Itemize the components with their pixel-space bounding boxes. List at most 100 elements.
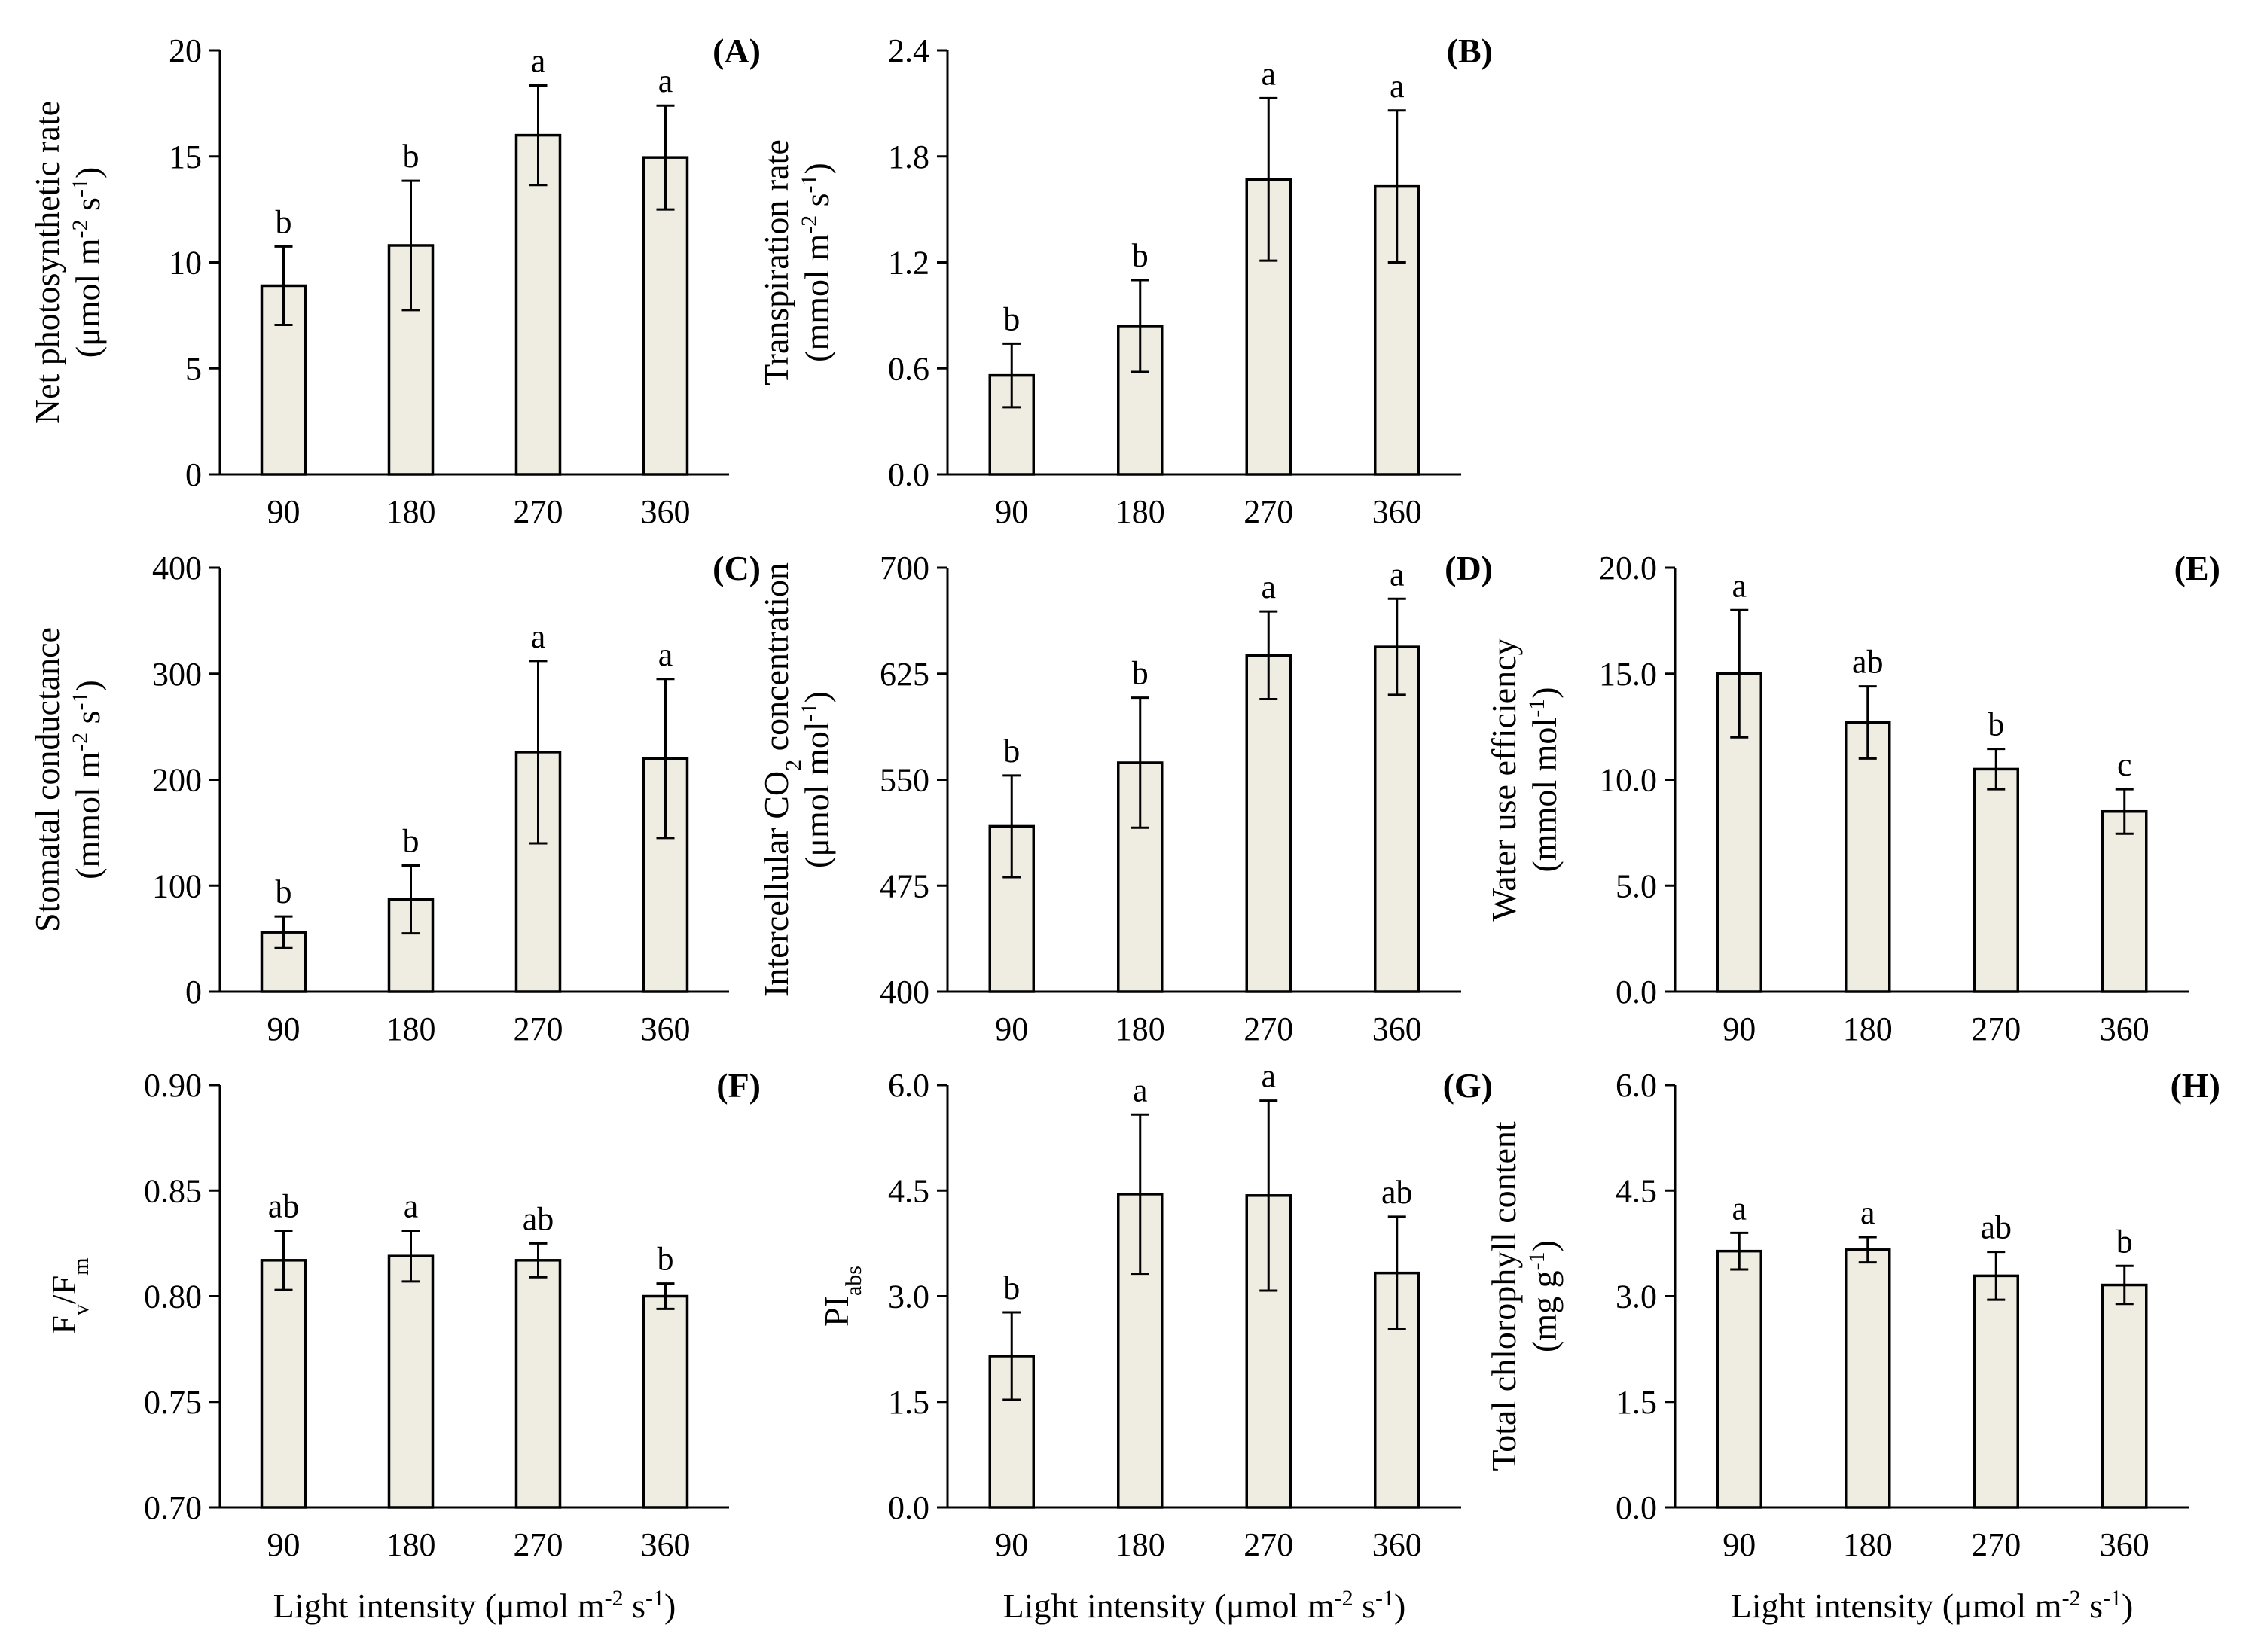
panel-label: (H) — [2171, 1066, 2220, 1105]
significance-letter: a — [1261, 1058, 1276, 1095]
x-tick-label: 270 — [514, 1010, 563, 1047]
x-tick-label: 270 — [1971, 1526, 2021, 1563]
significance-letter: b — [1003, 733, 1020, 770]
x-tick-label: 360 — [1372, 493, 1422, 530]
y-tick-label: 0.70 — [144, 1489, 202, 1526]
y-tick-label: 0.0 — [1616, 1489, 1657, 1526]
bar — [1374, 645, 1420, 993]
bar — [1973, 767, 2019, 993]
y-tick-label: 300 — [152, 656, 202, 693]
y-tick-label: 0 — [185, 456, 202, 493]
y-axis-label: (mg g-1) — [1524, 1240, 1564, 1352]
y-tick-label: 0.0 — [888, 456, 929, 493]
y-tick-label: 1.2 — [888, 245, 929, 282]
bar — [1845, 721, 1891, 993]
y-tick-label: 550 — [880, 762, 929, 799]
x-tick-label: 360 — [1372, 1010, 1422, 1047]
significance-letter: ab — [1381, 1174, 1413, 1211]
significance-letter: b — [658, 1241, 674, 1278]
y-axis-label: (mmol m-2 s-1) — [68, 680, 108, 879]
y-axis-label: Transpiration rate — [757, 139, 795, 386]
significance-letter: a — [1390, 68, 1405, 105]
significance-letter: b — [403, 823, 420, 860]
x-tick-label: 90 — [267, 493, 301, 530]
y-tick-label: 1.8 — [888, 139, 929, 175]
x-tick-label: 90 — [995, 493, 1028, 530]
panel-h: 0.0 1.5 3.0 4.5 6.0 a 90 a 180 ab 270 b 360 (H) Total … — [1484, 1066, 2220, 1625]
significance-letter: a — [1133, 1071, 1148, 1108]
x-tick-label: 180 — [386, 1010, 436, 1047]
significance-letter: a — [1261, 568, 1276, 605]
y-tick-label: 3.0 — [1616, 1279, 1657, 1315]
significance-letter: b — [1132, 237, 1149, 274]
x-tick-label: 90 — [1722, 1526, 1756, 1563]
x-tick-label: 360 — [2100, 1526, 2150, 1563]
x-tick-label: 180 — [1115, 1526, 1165, 1563]
y-axis-label: Total chlorophyll content — [1484, 1121, 1523, 1471]
y-tick-label: 475 — [880, 867, 929, 904]
x-tick-label: 270 — [1971, 1010, 2021, 1047]
significance-letter: a — [658, 62, 673, 99]
significance-letter: c — [2117, 746, 2132, 783]
x-tick-label: 360 — [641, 1526, 691, 1563]
y-tick-label: 10 — [169, 245, 202, 282]
y-axis-label: (μmol mol-1) — [797, 691, 837, 868]
panel-a: 0 5 10 15 20 b 90 b 180 a 270 a 360 (A) Net photosynth… — [28, 32, 761, 530]
x-tick-label: 270 — [1243, 1010, 1293, 1047]
significance-letter: b — [276, 873, 292, 910]
y-tick-label: 200 — [152, 762, 202, 799]
y-tick-label: 0.90 — [144, 1067, 202, 1104]
significance-letter: b — [2116, 1223, 2133, 1260]
y-tick-label: 6.0 — [1616, 1067, 1657, 1104]
y-tick-label: 400 — [880, 974, 929, 1010]
panel-b: 0.0 0.6 1.2 1.8 2.4 b 90 b 180 a 270 a 360 (B) Transpi… — [757, 32, 1493, 530]
y-tick-label: 700 — [880, 550, 929, 587]
x-tick-label: 180 — [386, 493, 436, 530]
x-tick-label: 270 — [1243, 1526, 1293, 1563]
y-tick-label: 0.6 — [888, 350, 929, 387]
y-tick-label: 0 — [185, 974, 202, 1010]
significance-letter: b — [1003, 300, 1020, 337]
significance-letter: a — [1860, 1194, 1875, 1231]
y-tick-label: 20.0 — [1599, 550, 1657, 587]
x-tick-label: 180 — [1115, 1010, 1165, 1047]
panel-label: (E) — [2174, 549, 2220, 587]
panel-d: 400 475 550 625 700 b 90 b 180 a 270 a 360 (D) Interce… — [757, 549, 1493, 1047]
significance-letter: ab — [1852, 644, 1884, 681]
panel-label: (A) — [712, 32, 761, 70]
x-tick-label: 180 — [386, 1526, 436, 1563]
y-tick-label: 625 — [880, 656, 929, 693]
panel-e: 0.0 5.0 10.0 15.0 20.0 a 90 ab 180 b 270 c 360 (E) Wat… — [1484, 549, 2220, 1047]
y-tick-label: 100 — [152, 867, 202, 904]
y-tick-label: 15 — [169, 139, 202, 175]
y-tick-label: 400 — [152, 550, 202, 587]
bar — [1716, 1249, 1762, 1509]
panel-label: (D) — [1445, 549, 1493, 587]
bar — [260, 1259, 307, 1509]
y-axis-label: (μmol m-2 s-1) — [68, 167, 108, 358]
significance-letter: ab — [1980, 1209, 2012, 1246]
significance-letter: a — [531, 618, 546, 655]
y-tick-label: 0.80 — [144, 1279, 202, 1315]
bar — [1245, 654, 1292, 993]
y-axis-label: (mmol mol-1) — [1524, 687, 1564, 872]
x-tick-label: 90 — [267, 1010, 301, 1047]
y-tick-label: 5.0 — [1616, 867, 1657, 904]
panel-c: 0 100 200 300 400 b 90 b 180 a 270 a 360 (C) Stomatal … — [28, 549, 761, 1047]
significance-letter: a — [531, 42, 546, 79]
y-axis-label: (mmol m-2 s-1) — [797, 163, 837, 362]
x-tick-label: 360 — [2100, 1010, 2150, 1047]
y-tick-label: 0.85 — [144, 1172, 202, 1209]
panel-g: 0.0 1.5 3.0 4.5 6.0 b 90 a 180 a 270 ab 360 (G) PIabs L… — [817, 1058, 1493, 1625]
y-axis-label: Intercellular CO2 concentration — [757, 562, 806, 997]
significance-letter: b — [1132, 655, 1149, 692]
x-tick-label: 270 — [1243, 493, 1293, 530]
significance-letter: a — [1732, 567, 1747, 604]
panel-label: (B) — [1447, 32, 1493, 70]
y-tick-label: 6.0 — [888, 1067, 929, 1104]
significance-letter: b — [403, 138, 420, 175]
significance-letter: a — [1261, 55, 1276, 92]
x-axis-label: Light intensity (μmol m-2 s-1) — [1731, 1586, 2134, 1626]
bar — [514, 1259, 562, 1509]
significance-letter: a — [1732, 1190, 1747, 1227]
